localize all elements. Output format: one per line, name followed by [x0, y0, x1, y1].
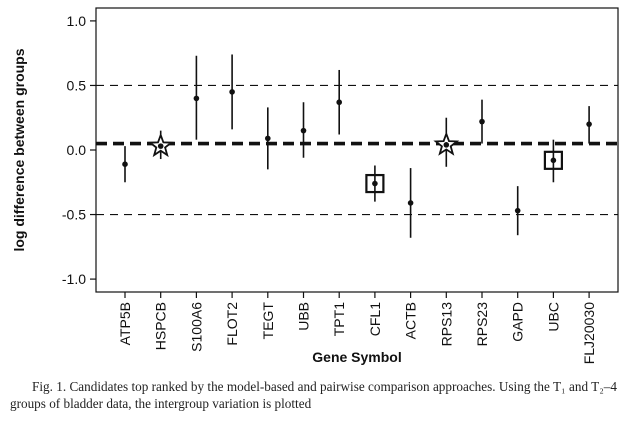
- x-tick-label: UBB: [296, 302, 312, 331]
- y-tick-label: 1.0: [67, 13, 87, 29]
- data-point: [586, 121, 592, 127]
- figure-caption: Fig. 1. Candidates top ranked by the mod…: [10, 379, 617, 411]
- data-point: [122, 161, 128, 167]
- data-point: [479, 118, 485, 125]
- y-axis: 1.0 0.5 0.0 -0.5 -1.0: [62, 13, 96, 287]
- x-tick-label: ACTB: [403, 302, 419, 339]
- square-marker: [365, 173, 385, 194]
- data-point: [372, 180, 378, 187]
- data-marks: [122, 54, 592, 238]
- y-tick-label: 0.5: [67, 77, 87, 93]
- x-tick-label: FLJ20030: [581, 302, 597, 364]
- data-point: [443, 142, 450, 148]
- x-tick-label: RPS13: [438, 302, 454, 347]
- reference-lines: [96, 84, 618, 216]
- x-axis: ATP5B HSPCB S100A6 FLOT2 TEGT UBB TPT1 CFL1 ACTB…: [117, 292, 597, 364]
- x-axis-label: Gene Symbol: [312, 349, 401, 365]
- x-tick-label: TEGT: [260, 302, 276, 340]
- data-point: [300, 127, 307, 134]
- x-tick-label: UBC: [545, 302, 561, 332]
- x-tick-label: ATP5B: [117, 302, 133, 345]
- data-point: [336, 99, 343, 106]
- chart: 1.0 0.5 0.0 -0.5 -1.0 ATP5B HSPCB S100A6 FLOT2 T…: [11, 7, 619, 365]
- data-point: [193, 95, 200, 102]
- y-tick-label: -0.5: [62, 207, 86, 223]
- x-tick-label: S100A6: [188, 302, 204, 352]
- x-tick-label: GAPD: [510, 302, 526, 342]
- x-tick-label: HSPCB: [153, 302, 169, 350]
- y-axis-label: log difference between groups: [11, 48, 27, 251]
- y-tick-label: -1.0: [62, 271, 86, 287]
- data-point: [407, 200, 414, 206]
- x-tick-label: FLOT2: [224, 302, 240, 346]
- data-point: [514, 207, 521, 214]
- plot-frame: [95, 7, 619, 293]
- x-tick-label: CFL1: [367, 302, 383, 336]
- x-tick-label: TPT1: [331, 302, 347, 336]
- square-marker: [543, 150, 564, 170]
- data-point: [265, 135, 271, 142]
- data-point: [229, 89, 235, 95]
- data-point: [550, 157, 557, 164]
- x-tick-label: RPS23: [474, 302, 490, 347]
- data-point: [157, 143, 164, 149]
- y-tick-label: 0.0: [67, 142, 87, 158]
